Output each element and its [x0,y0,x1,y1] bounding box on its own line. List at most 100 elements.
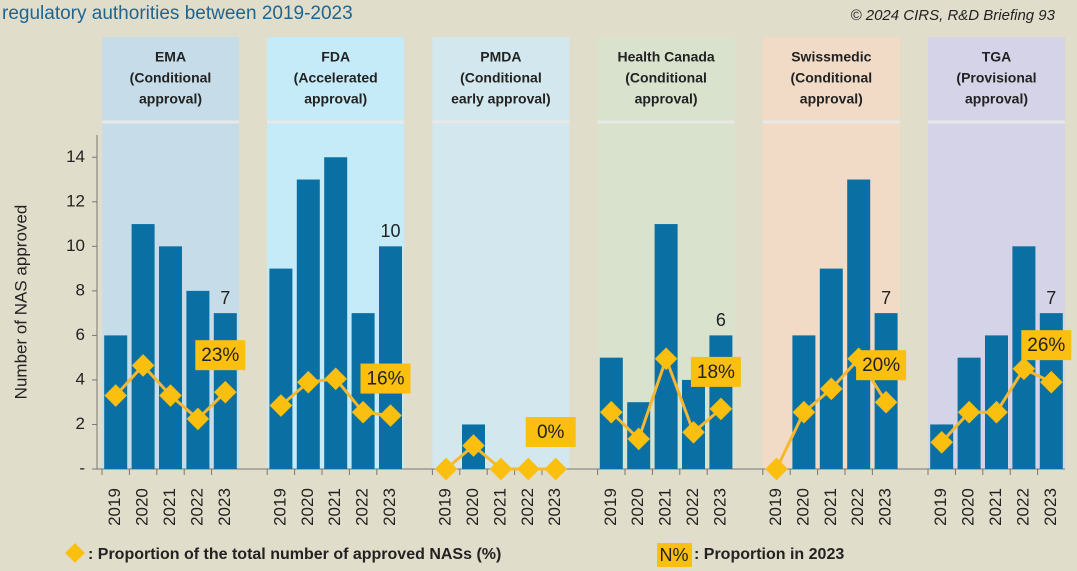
share-label: 16% [366,369,404,390]
bar [186,290,210,469]
bar [324,157,348,469]
x-tick-label: 2019 [601,488,620,526]
panel-header: TGA [982,49,1012,65]
x-tick-label: 2020 [628,488,647,526]
share-label-box [195,340,246,371]
bar [847,179,871,470]
x-tick-label: 2021 [656,488,675,526]
x-tick-label: 2020 [133,488,152,526]
x-tick-label: 2022 [187,488,206,526]
x-tick-label: 2020 [463,488,482,526]
bar-value-label: 6 [716,310,726,330]
x-tick-label: 2023 [710,488,729,526]
share-label-box [360,363,411,394]
panel-header: approval) [139,91,202,107]
share-diamond [269,394,293,417]
x-tick-label: 2022 [1013,488,1032,526]
y-tick-label: 12 [66,191,85,210]
share-diamond [682,420,705,444]
panel-header: PMDA [480,49,521,65]
panel-header: (Accelerated [294,70,378,86]
x-tick-label: 2021 [821,488,840,526]
x-tick-label: 2019 [931,488,950,526]
share-diamond [627,427,651,451]
bar [131,224,155,469]
share-diamond [957,400,981,424]
share-label-box [525,417,576,447]
legend-text: : Proportion in 2023 [694,546,844,563]
share-diamond [462,434,485,457]
bar [654,224,678,469]
bar-value-label: 7 [220,288,230,308]
legend-box [657,543,692,567]
y-tick-label: 2 [76,414,85,433]
share-diamond [792,400,816,424]
share-label: 26% [1027,335,1065,356]
share-diamond [985,400,1008,424]
x-tick-label: 2019 [270,488,289,526]
y-tick-label: 10 [66,236,85,255]
share-label: 20% [862,355,900,376]
y-axis-label: Number of NAS approved [11,205,30,400]
panel-header: EMA [155,49,186,65]
chart-title: regulatory authorities between 2019-2023 [2,3,353,24]
x-tick-label: 2021 [160,488,179,526]
x-tick-label: 2023 [1041,488,1060,526]
share-diamond [765,457,788,481]
y-tick-label: 4 [76,369,85,388]
legend-text: : Proportion of the total number of appr… [88,546,501,563]
panel-background [432,37,570,469]
x-tick-label: 2023 [876,488,895,526]
share-diamond [104,384,128,407]
share-diamond [1039,370,1063,394]
share-label: 18% [697,362,735,383]
share-diamond [819,377,843,401]
bar-value-label: 7 [1046,288,1056,308]
bar [379,246,402,469]
bar-value-label: 10 [380,221,400,241]
share-label-box [1021,330,1072,361]
share-diamond [516,457,540,481]
panel-header: Health Canada [617,49,714,65]
panel-header: (Conditional [130,70,212,86]
y-tick-label: 6 [76,325,85,344]
x-tick-label: 2023 [545,488,564,526]
source: © 2024 CIRS, R&D Briefing 93 [851,7,1056,24]
x-tick-label: 2022 [353,488,372,526]
share-diamond [324,367,348,391]
panel-header: early approval) [451,91,551,107]
share-diamond [434,457,458,481]
bar [819,268,843,469]
share-diamond [379,404,402,427]
x-tick-label: 2020 [298,488,317,526]
legend: : Proportion of the total number of appr… [65,543,844,567]
share-diamond [709,397,733,421]
y-tick-label: - [79,458,85,477]
x-tick-label: 2022 [683,488,702,526]
x-tick-label: 2021 [490,488,509,526]
bar [159,246,182,469]
share-diamond [930,430,954,454]
panel-header: (Provisional [956,70,1036,86]
share-label-box [856,350,907,381]
bar [296,179,320,470]
share-label-box [690,356,741,387]
x-tick-label: 2023 [215,488,234,526]
share-diamond [874,390,898,414]
x-tick-label: 2019 [436,488,455,526]
panel-header: approval) [304,91,367,107]
x-tick-label: 2021 [325,488,344,526]
x-tick-label: 2020 [959,488,978,526]
x-tick-label: 2022 [848,488,867,526]
bar-value-label: 7 [881,288,891,308]
x-tick-label: 2023 [380,488,399,526]
bar [269,268,293,469]
share-label: 23% [201,345,239,366]
share-diamond [654,347,678,371]
share-label: 0% [537,422,565,443]
panel-header: FDA [321,49,350,65]
x-tick-label: 2021 [986,488,1005,526]
x-tick-label: 2019 [105,488,124,526]
panel-header: Swissmedic [791,49,871,65]
